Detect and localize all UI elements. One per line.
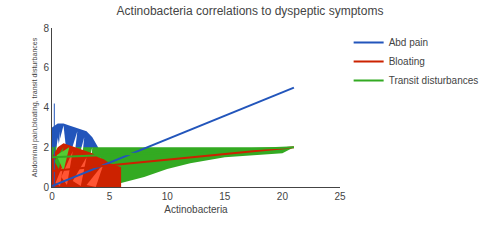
- svg-text:8: 8: [43, 23, 49, 34]
- svg-text:Bloating: Bloating: [389, 56, 425, 67]
- svg-text:Abdominal pain,bloating, trans: Abdominal pain,bloating, transit disturb…: [31, 37, 39, 177]
- svg-text:10: 10: [162, 191, 174, 202]
- svg-text:Abd pain: Abd pain: [389, 37, 428, 48]
- svg-text:15: 15: [219, 191, 231, 202]
- svg-text:Actinobacteria: Actinobacteria: [164, 204, 228, 215]
- svg-text:Actinobacteria correlations to: Actinobacteria correlations to dyspeptic…: [117, 4, 384, 18]
- svg-text:4: 4: [43, 102, 49, 113]
- svg-text:0: 0: [49, 191, 55, 202]
- svg-text:5: 5: [107, 191, 113, 202]
- svg-text:20: 20: [277, 191, 289, 202]
- svg-text:6: 6: [43, 62, 49, 73]
- svg-text:Transit disturbances: Transit disturbances: [389, 75, 479, 86]
- svg-text:0: 0: [43, 182, 49, 193]
- svg-text:25: 25: [334, 191, 346, 202]
- svg-text:2: 2: [43, 142, 49, 153]
